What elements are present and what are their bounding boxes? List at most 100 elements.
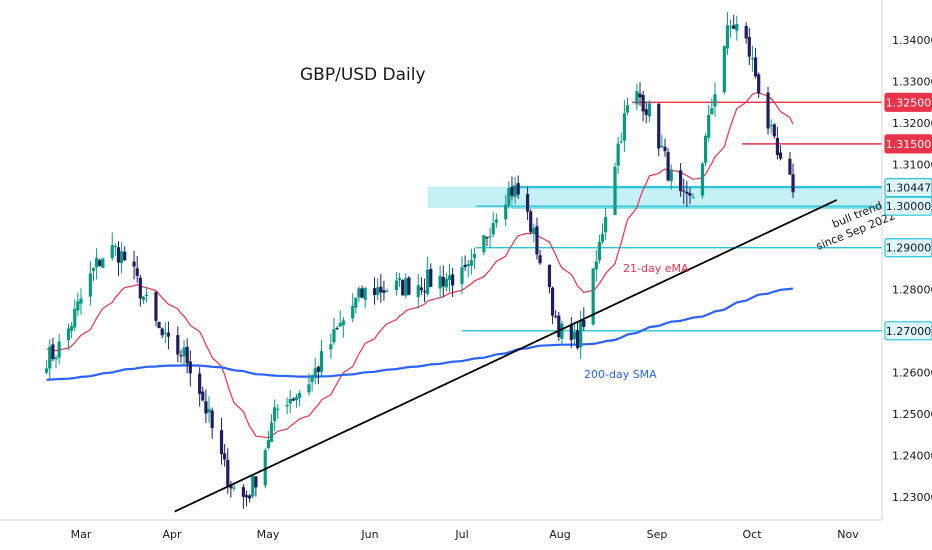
candle-body (176, 335, 180, 355)
candle (488, 227, 492, 249)
candle-body (507, 187, 511, 206)
candle (394, 271, 399, 296)
candle-body (182, 347, 186, 357)
ema-label: 21-day eMA (623, 262, 689, 275)
candle (444, 272, 448, 292)
candle (728, 19, 733, 38)
candle (385, 288, 389, 293)
candle (332, 317, 336, 345)
candle-body (594, 261, 598, 270)
candle-body (491, 222, 495, 235)
y-tick-label: 1.23000 (892, 491, 932, 504)
candle (641, 90, 645, 122)
candle-body (679, 170, 683, 192)
candle (135, 255, 139, 283)
candle-body (725, 25, 730, 49)
candle-body (141, 296, 146, 301)
candle (379, 273, 383, 303)
candle (707, 104, 711, 142)
candle-body (769, 125, 773, 127)
candle (647, 100, 651, 123)
candle (622, 100, 626, 152)
candle-body (276, 408, 280, 410)
candle-body (657, 103, 661, 149)
candle (254, 476, 258, 497)
candle (753, 47, 758, 79)
candle (357, 286, 361, 302)
candle-body (569, 325, 573, 341)
candle-body (728, 26, 733, 28)
candle-body (472, 253, 477, 259)
candle (185, 338, 189, 374)
candle-body (791, 174, 795, 193)
candle-body (394, 280, 399, 290)
candle-body (666, 152, 670, 181)
x-tick-label: Jul (454, 528, 468, 541)
candle-body (95, 257, 99, 268)
price-tag-label: 1.27000 (886, 325, 932, 338)
x-tick-label: Oct (742, 528, 762, 541)
candle-body (788, 158, 792, 175)
candle-body (310, 375, 314, 383)
candle (351, 293, 355, 323)
support-zone (428, 186, 882, 209)
candle (591, 267, 595, 326)
candle (438, 265, 442, 299)
candle-body (504, 204, 508, 220)
candle (294, 393, 299, 408)
candle-body (600, 233, 605, 242)
candle (310, 374, 314, 392)
candle-body (510, 186, 514, 196)
candle-body (557, 315, 561, 338)
candle (241, 484, 245, 509)
candle (775, 126, 780, 160)
y-tick-label: 1.28000 (892, 283, 932, 296)
candle (504, 194, 508, 227)
candle (569, 316, 573, 348)
candle-body (229, 484, 233, 489)
candle-body (469, 259, 473, 266)
candle-body (732, 25, 736, 29)
candle-body (51, 344, 55, 360)
candle-body (744, 26, 748, 39)
candle-body (226, 459, 230, 487)
candle (560, 320, 564, 345)
candle (491, 212, 495, 238)
candle-body (132, 261, 136, 267)
candle-body (638, 93, 642, 98)
candle (313, 357, 317, 385)
candle (70, 322, 74, 339)
candle (251, 475, 255, 499)
candle-body (319, 351, 324, 372)
candle-body (73, 309, 77, 328)
candle-body (772, 124, 776, 137)
candle (416, 274, 420, 309)
candle (660, 134, 664, 149)
candle (429, 263, 433, 288)
price-tag-box (884, 196, 932, 216)
candle-body (166, 332, 171, 337)
candle-body (138, 277, 142, 299)
candle (791, 163, 795, 199)
candle-body (207, 409, 211, 413)
candle (419, 277, 424, 295)
candle-body (79, 298, 83, 304)
candle-body (669, 170, 673, 182)
candle (597, 234, 602, 264)
candle-body (335, 328, 339, 330)
candle-body (54, 357, 58, 360)
candle-body (416, 285, 420, 298)
candle (160, 327, 164, 339)
candle (422, 278, 427, 302)
candle-body (713, 94, 717, 107)
candle (750, 45, 755, 72)
candle (360, 285, 364, 299)
candle (316, 365, 320, 385)
candle-body (307, 384, 311, 393)
candle-body (735, 23, 739, 31)
candle-body (157, 321, 161, 329)
price-tag-label: 1.32500 (886, 96, 932, 109)
candle-body (482, 235, 486, 253)
candle (657, 103, 661, 157)
candle (397, 273, 402, 287)
